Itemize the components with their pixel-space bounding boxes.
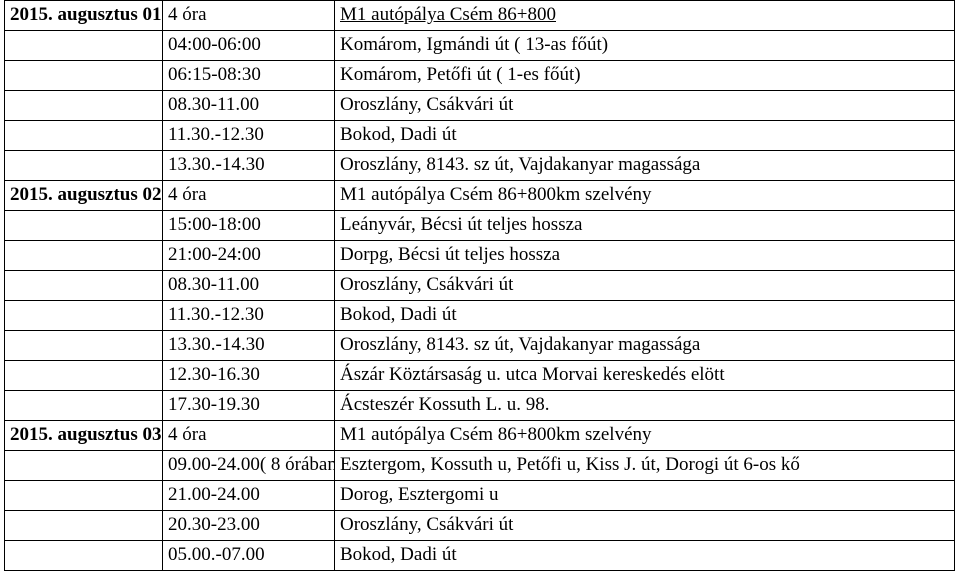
time-cell: 4 óra [163,421,335,451]
date-cell [5,121,163,151]
table-row: 13.30.-14.30Oroszlány, 8143. sz út, Vajd… [5,331,955,361]
date-cell: 2015. augusztus 02. [5,181,163,211]
time-cell: 13.30.-14.30 [163,151,335,181]
time-cell: 15:00-18:00 [163,211,335,241]
date-cell [5,511,163,541]
table-row: 05.00.-07.00Bokod, Dadi út [5,541,955,571]
description-cell: M1 autópálya Csém 86+800km szelvény [335,181,955,211]
description-cell: M1 autópálya Csém 86+800km szelvény [335,421,955,451]
table-row: 2015. augusztus 01.4 óraM1 autópálya Csé… [5,1,955,31]
description-cell: Bokod, Dadi út [335,121,955,151]
time-cell: 17.30-19.30 [163,391,335,421]
date-cell [5,241,163,271]
date-cell: 2015. augusztus 01. [5,1,163,31]
table-row: 13.30.-14.30Oroszlány, 8143. sz út, Vajd… [5,151,955,181]
schedule-table: 2015. augusztus 01.4 óraM1 autópálya Csé… [4,0,955,571]
table-row: 20.30-23.00Oroszlány, Csákvári út [5,511,955,541]
description-cell: Esztergom, Kossuth u, Petőfi u, Kiss J. … [335,451,955,481]
date-cell [5,361,163,391]
time-cell: 12.30-16.30 [163,361,335,391]
time-cell: 04:00-06:00 [163,31,335,61]
date-cell [5,541,163,571]
time-cell: 11.30.-12.30 [163,301,335,331]
date-cell [5,211,163,241]
date-cell [5,91,163,121]
date-cell [5,301,163,331]
description-cell: Ácsteszér Kossuth L. u. 98. [335,391,955,421]
time-cell: 08.30-11.00 [163,91,335,121]
date-cell [5,451,163,481]
time-cell: 4 óra [163,1,335,31]
table-row: 15:00-18:00Leányvár, Bécsi út teljes hos… [5,211,955,241]
description-cell: Bokod, Dadi út [335,301,955,331]
table-row: 04:00-06:00Komárom, Igmándi út ( 13-as f… [5,31,955,61]
table-row: 12.30-16.30Ászár Köztársaság u. utca Mor… [5,361,955,391]
table-row: 08.30-11.00Oroszlány, Csákvári út [5,91,955,121]
time-cell: 06:15-08:30 [163,61,335,91]
table-row: 08.30-11.00Oroszlány, Csákvári út [5,271,955,301]
description-cell: Komárom, Igmándi út ( 13-as főút) [335,31,955,61]
description-cell: Oroszlány, Csákvári út [335,91,955,121]
time-cell: 21:00-24:00 [163,241,335,271]
table-row: 21:00-24:00Dorpg, Bécsi út teljes hossza [5,241,955,271]
date-cell [5,271,163,301]
description-cell: Oroszlány, 8143. sz út, Vajdakanyar maga… [335,151,955,181]
description-cell: Oroszlány, Csákvári út [335,511,955,541]
description-cell: Komárom, Petőfi út ( 1-es főút) [335,61,955,91]
time-cell: 20.30-23.00 [163,511,335,541]
table-row: 06:15-08:30Komárom, Petőfi út ( 1-es főú… [5,61,955,91]
description-cell: Ászár Köztársaság u. utca Morvai kereske… [335,361,955,391]
table-row: 2015. augusztus 03.4 óraM1 autópálya Csé… [5,421,955,451]
date-cell [5,391,163,421]
table-row: 2015. augusztus 02.4 óraM1 autópálya Csé… [5,181,955,211]
date-cell [5,61,163,91]
table-row: 11.30.-12.30Bokod, Dadi út [5,301,955,331]
description-cell: Bokod, Dadi út [335,541,955,571]
date-cell [5,331,163,361]
description-cell: Dorog, Esztergomi u [335,481,955,511]
time-cell: 4 óra [163,181,335,211]
date-cell: 2015. augusztus 03. [5,421,163,451]
date-cell [5,481,163,511]
time-cell: 09.00-24.00( 8 órában) [163,451,335,481]
time-cell: 13.30.-14.30 [163,331,335,361]
date-cell [5,151,163,181]
table-row: 21.00-24.00Dorog, Esztergomi u [5,481,955,511]
description-cell: Dorpg, Bécsi út teljes hossza [335,241,955,271]
time-cell: 21.00-24.00 [163,481,335,511]
time-cell: 08.30-11.00 [163,271,335,301]
description-cell: Leányvár, Bécsi út teljes hossza [335,211,955,241]
time-cell: 05.00.-07.00 [163,541,335,571]
description-cell: Oroszlány, 8143. sz út, Vajdakanyar maga… [335,331,955,361]
description-cell: M1 autópálya Csém 86+800 [335,1,955,31]
table-row: 09.00-24.00( 8 órában)Esztergom, Kossuth… [5,451,955,481]
table-row: 11.30.-12.30Bokod, Dadi út [5,121,955,151]
date-cell [5,31,163,61]
table-row: 17.30-19.30Ácsteszér Kossuth L. u. 98. [5,391,955,421]
time-cell: 11.30.-12.30 [163,121,335,151]
description-cell: Oroszlány, Csákvári út [335,271,955,301]
